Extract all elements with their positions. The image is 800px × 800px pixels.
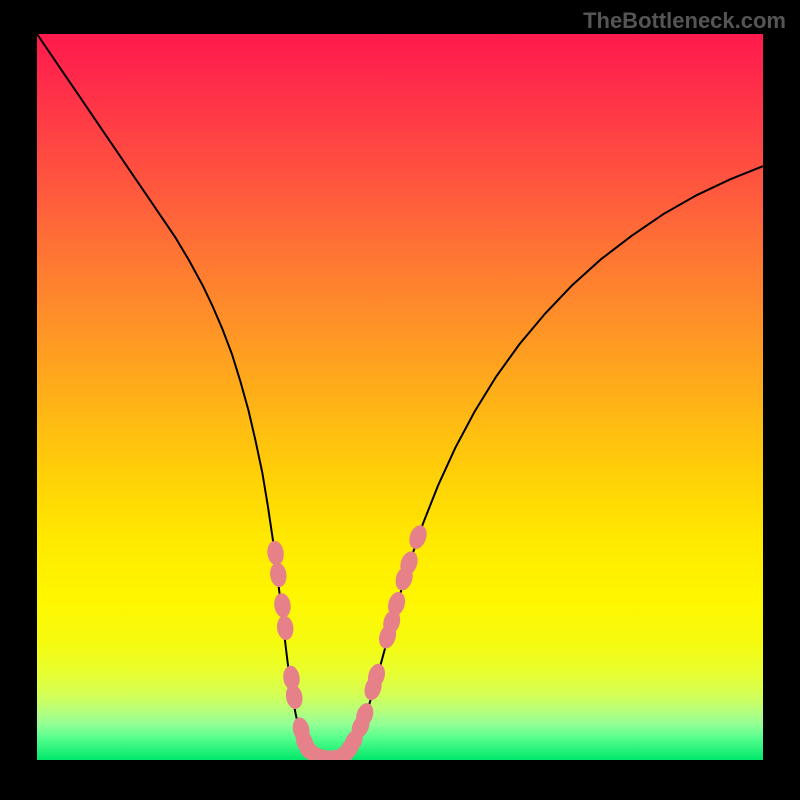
chart-svg bbox=[0, 0, 800, 800]
curve-marker bbox=[273, 593, 291, 618]
plot-group bbox=[37, 34, 763, 768]
curve-marker bbox=[276, 615, 294, 640]
bottleneck-curve bbox=[37, 34, 763, 759]
chart-container: TheBottleneck.com bbox=[0, 0, 800, 800]
curve-marker bbox=[266, 541, 284, 566]
watermark-text: TheBottleneck.com bbox=[583, 8, 786, 34]
curve-marker bbox=[269, 562, 287, 587]
curve-marker bbox=[407, 524, 429, 551]
